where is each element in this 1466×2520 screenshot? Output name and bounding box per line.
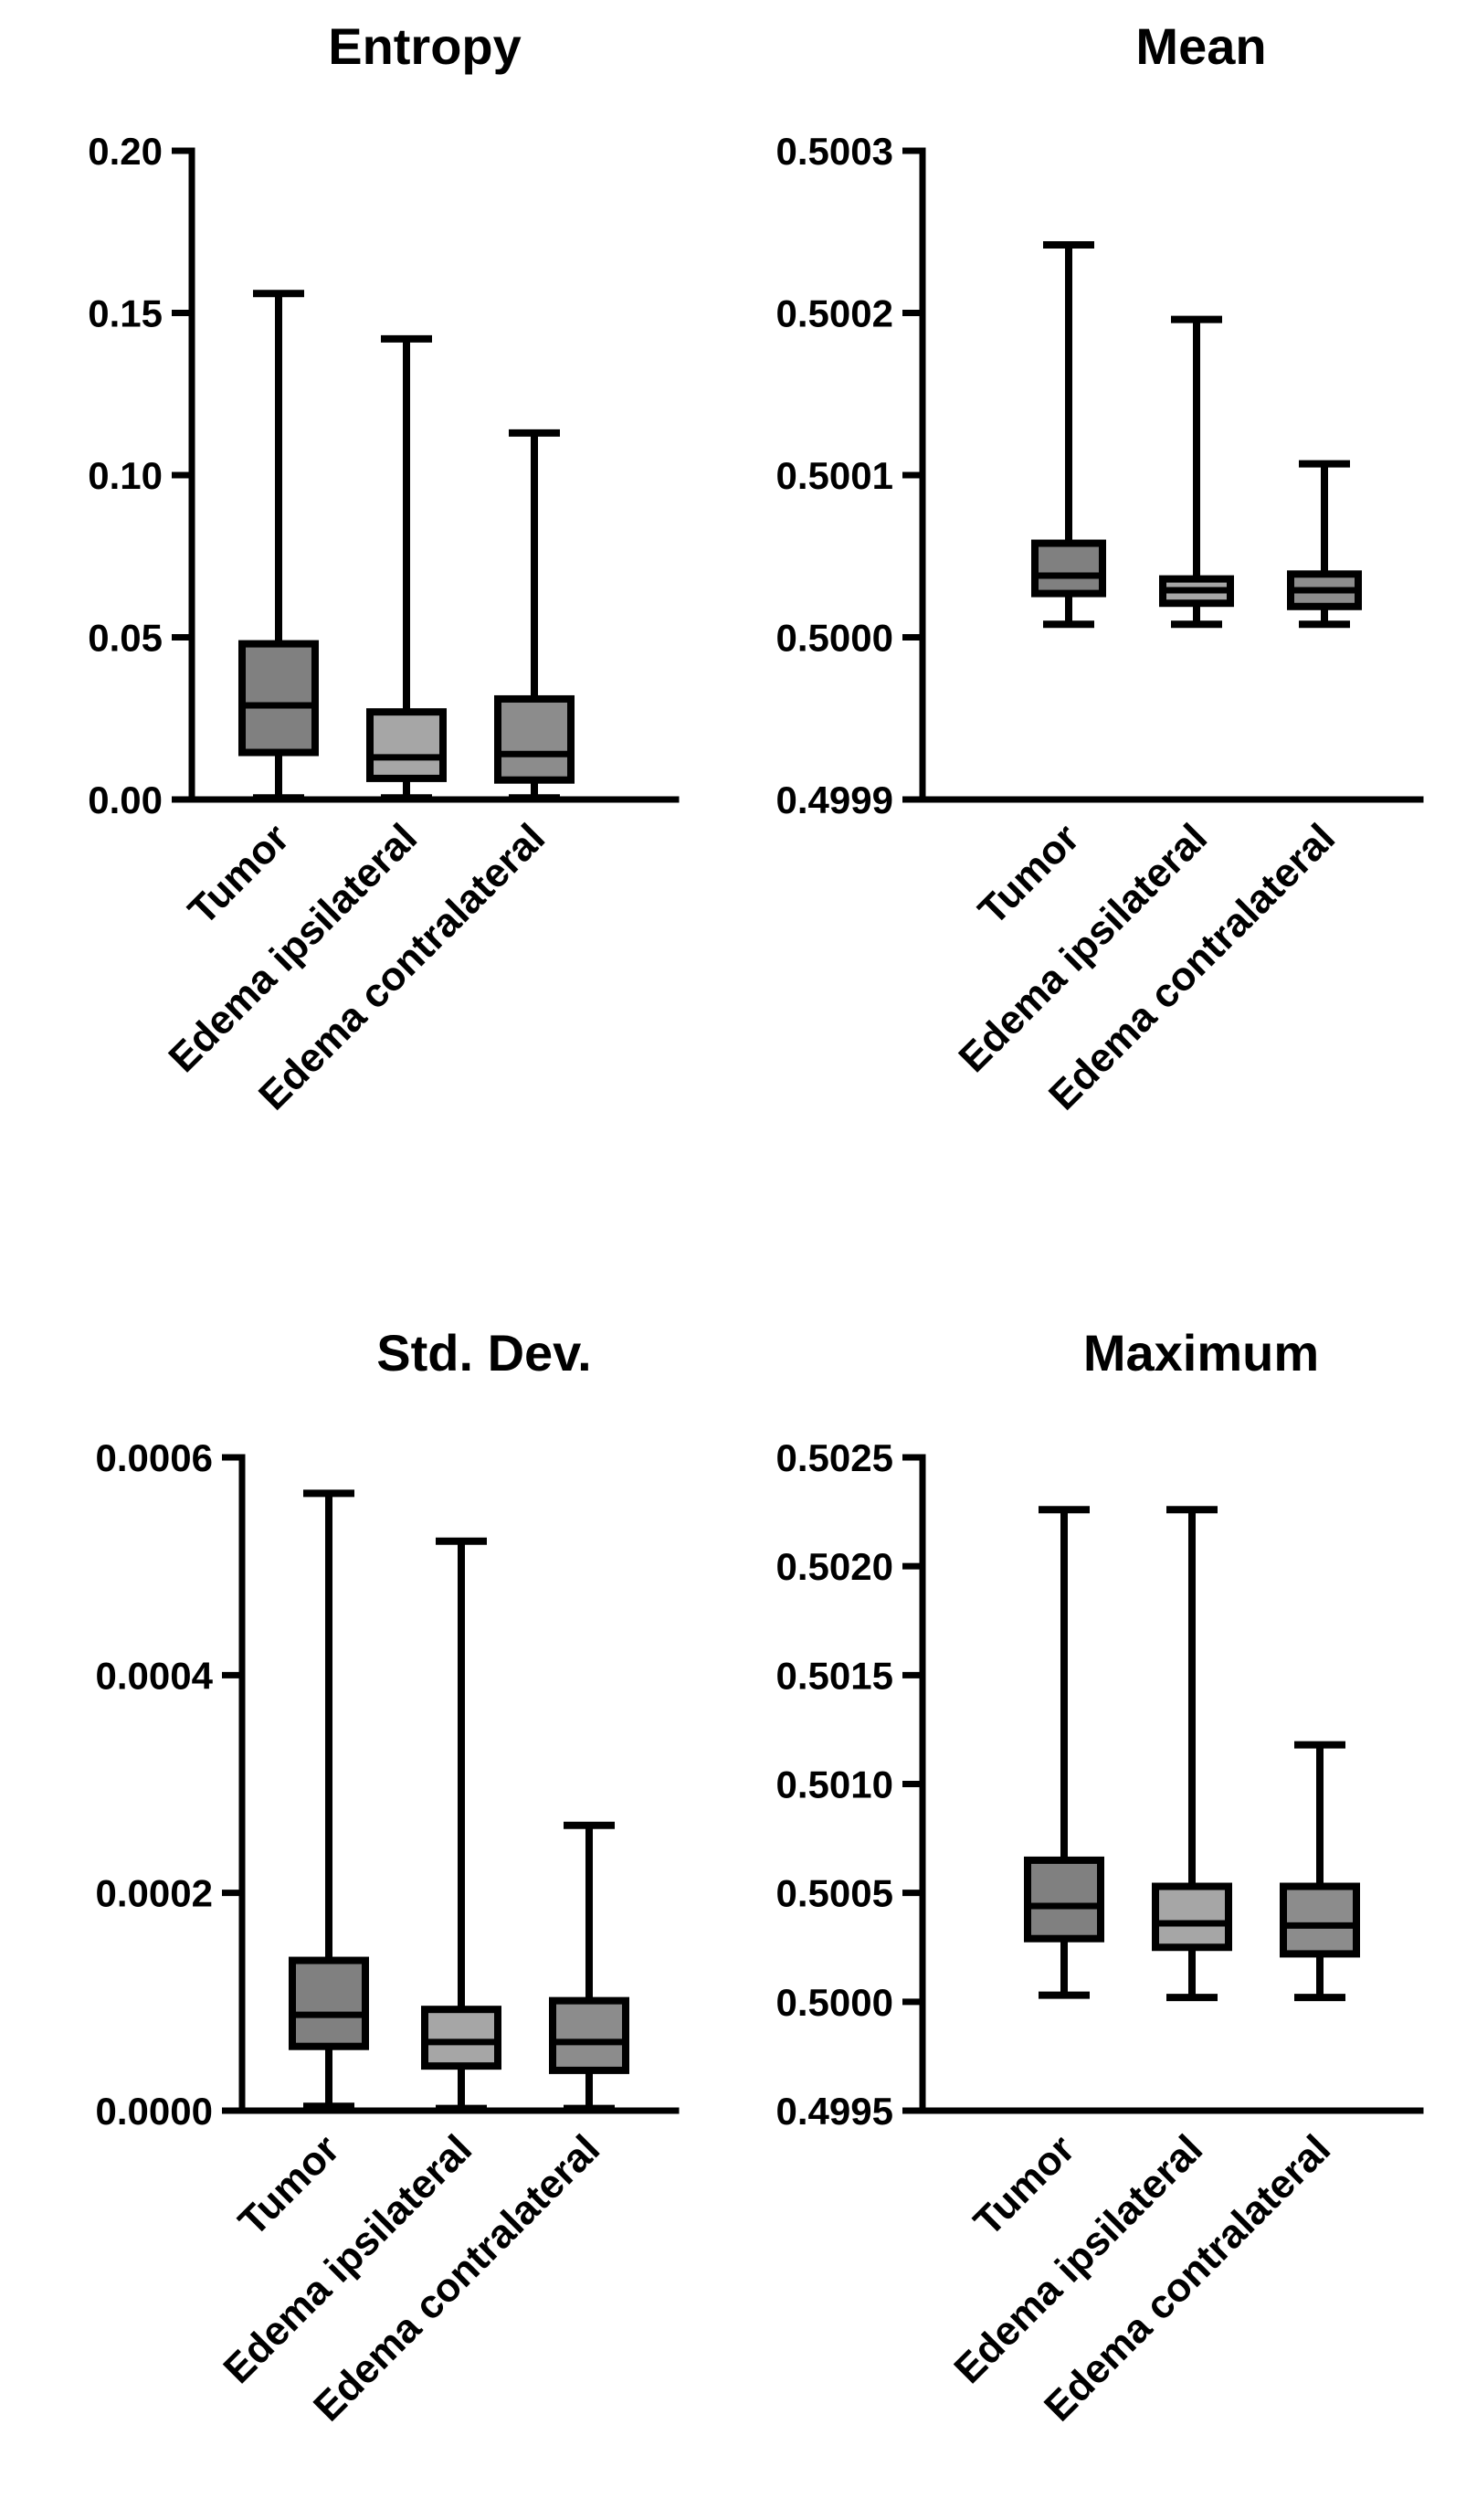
mean-category-label: Edema ipsilateral [950,815,1216,1081]
entropy-box-2 [366,334,447,802]
std-dev-category-label: Tumor [230,2126,348,2244]
maximum-y-tick-label: 0.5025 [776,1436,893,1479]
mean-title: Mean [1135,17,1266,75]
chart-std-dev: Std. Dev. 0.0000 0.0002 0.0004 0.0006 TumorEd… [96,1324,680,2430]
entropy-y-tick-label: 0.05 [88,617,163,660]
mean-box-3 [1287,460,1362,629]
mean-y-tick-label: 0.5003 [776,130,893,173]
chart-panel-entropy: Entropy 0.00 0.05 0.10 0.15 0.20 Tumor Edema ip… [0,0,731,1206]
std-dev-y-tick-label: 0.0000 [96,2090,213,2133]
std-dev-box-3 [549,1821,629,2112]
entropy-y-tick-label: 0.00 [88,778,163,821]
maximum-category-label: Edema ipsilateral [945,2126,1211,2392]
chart-mean: Mean 0.4999 0.5000 0.5001 0.5002 0.5003 TumorE… [776,17,1424,1118]
std-dev-iqr-box [421,2006,501,2070]
maximum-box-2 [1152,1506,1232,2002]
mean-box-2 [1159,315,1234,629]
entropy-y-tick-label: 0.15 [88,292,163,335]
maximum-y-tick-label: 0.5005 [776,1872,893,1915]
entropy-box-3 [494,429,575,802]
mean-box-1 [1031,240,1106,629]
mean-y-tick-label: 0.5002 [776,292,893,335]
entropy-y-tick-label: 0.20 [88,130,163,173]
std-dev-iqr-box [549,1996,629,2074]
std-dev-y-tick-label: 0.0004 [96,1654,214,1697]
std-dev-title: Std. Dev. [376,1324,591,1382]
std-dev-box-1 [289,1489,369,2111]
mean-y-tick-label: 0.4999 [776,778,893,821]
maximum-y-tick-label: 0.5010 [776,1763,893,1806]
std-dev-iqr-box [289,1956,369,2050]
mean-iqr-box [1031,539,1106,598]
maximum-iqr-box [1152,1882,1232,1952]
chart-panel-maximum: Maximum 0.4995 0.5000 0.5005 0.5010 0.5015 0.5… [731,1307,1466,2520]
maximum-y-tick-label: 0.5015 [776,1654,893,1697]
std-dev-y-tick-label: 0.0006 [96,1436,213,1479]
entropy-iqr-box [238,640,319,757]
entropy-iqr-box [366,708,447,782]
maximum-y-tick-label: 0.5000 [776,1981,893,2024]
maximum-box-3 [1280,1741,1360,2002]
maximum-title: Maximum [1083,1324,1319,1382]
entropy-box-1 [238,290,319,802]
chart-panel-std-dev: Std. Dev. 0.0000 0.0002 0.0004 0.0006 Tumor Ed… [0,1307,731,2520]
mean-y-tick-label: 0.5000 [776,617,893,660]
maximum-iqr-box [1280,1882,1360,1958]
std-dev-y-tick-label: 0.0002 [96,1872,213,1915]
maximum-y-tick-label: 0.4995 [776,2090,893,2133]
mean-category-label: Tumor [970,815,1088,933]
std-dev-box-2 [421,1537,501,2112]
maximum-iqr-box [1024,1856,1104,1943]
entropy-category-label: Tumor [180,815,298,933]
entropy-title: Entropy [328,17,522,75]
entropy-y-tick-label: 0.10 [88,454,163,497]
maximum-category-label: Tumor [965,2126,1083,2244]
chart-panel-mean: Mean 0.4999 0.5000 0.5001 0.5002 0.5003 Tumor E… [731,0,1466,1206]
entropy-category-label: Edema ipsilateral [160,815,426,1081]
mean-y-tick-label: 0.5001 [776,454,893,497]
maximum-y-tick-label: 0.5020 [776,1545,893,1588]
chart-maximum: Maximum 0.4995 0.5000 0.5005 0.5010 0.5015 0.5… [776,1324,1424,2430]
maximum-box-1 [1024,1506,1104,1999]
entropy-iqr-box [494,694,575,784]
std-dev-category-label: Edema ipsilateral [215,2126,480,2392]
